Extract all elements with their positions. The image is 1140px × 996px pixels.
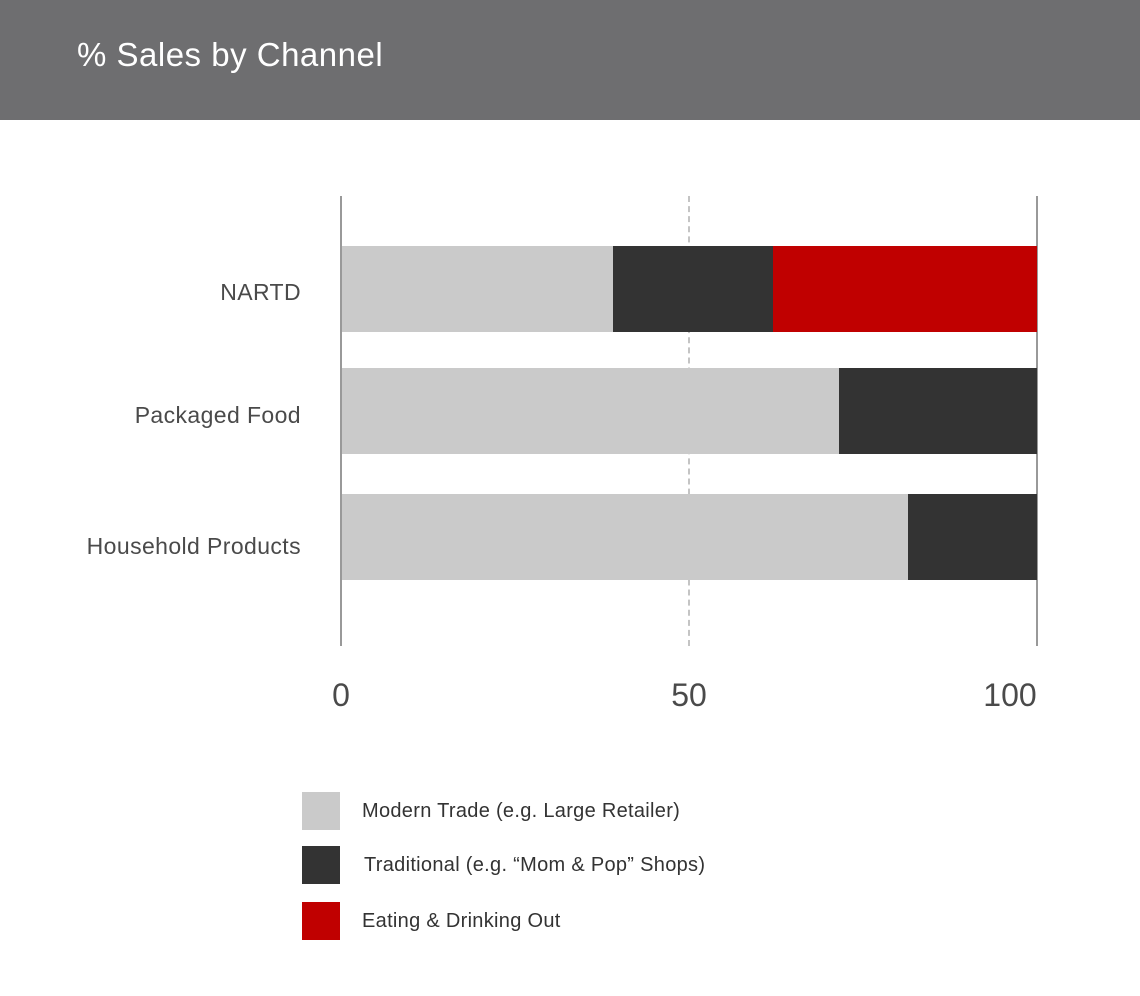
legend-label: Modern Trade (e.g. Large Retailer) — [362, 800, 681, 822]
chart-header: % Sales by Channel — [0, 0, 1140, 120]
bar-segment — [342, 368, 839, 454]
bar-segment — [838, 368, 1037, 454]
bar-row — [342, 246, 1037, 332]
bar-segment — [613, 246, 773, 332]
legend-swatch — [302, 792, 340, 830]
legend-swatch — [302, 846, 340, 884]
category-label: NARTD — [220, 279, 301, 305]
axis-line-100 — [1036, 196, 1038, 646]
legend-swatch — [302, 902, 340, 940]
legend-label: Traditional (e.g. “Mom & Pop” Shops) — [364, 854, 706, 876]
x-tick-label: 100 — [983, 677, 1037, 713]
axis-line-0 — [340, 196, 342, 646]
bar-row — [342, 368, 1037, 454]
x-tick-label: 0 — [332, 677, 350, 713]
bar-segment — [342, 494, 909, 580]
bar-segment — [342, 246, 614, 332]
bar-segment — [772, 246, 1037, 332]
bar-row — [342, 494, 1037, 580]
chart-title: % Sales by Channel — [77, 36, 384, 73]
category-label: Household Products — [86, 533, 301, 559]
bar-segment — [908, 494, 1037, 580]
legend-label: Eating & Drinking Out — [362, 910, 561, 932]
x-tick-label: 50 — [671, 677, 707, 713]
category-label: Packaged Food — [134, 402, 301, 428]
